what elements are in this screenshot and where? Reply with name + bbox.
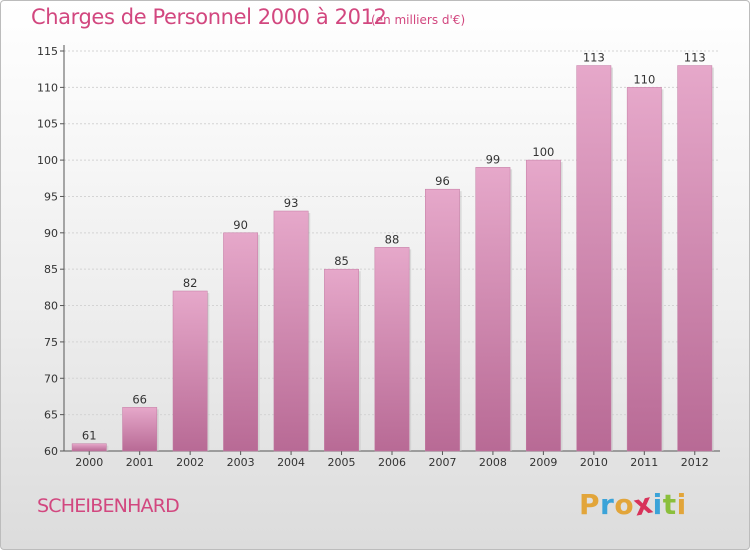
bar-2012 — [677, 65, 713, 452]
x-tick-label-2000: 2000 — [75, 456, 103, 469]
logo-letter: P — [579, 488, 601, 521]
chart-subtitle: (en milliers d'€) — [371, 13, 466, 27]
x-tick-label-2003: 2003 — [227, 456, 255, 469]
x-tick-label-2005: 2005 — [328, 456, 356, 469]
x-tick-label-2002: 2002 — [176, 456, 204, 469]
y-tick-label: 60 — [44, 445, 58, 458]
y-tick-label: 75 — [44, 336, 58, 349]
bar-2004 — [273, 210, 309, 452]
data-label-2010: 113 — [583, 51, 605, 65]
bar-2002 — [172, 290, 208, 452]
logo-letter: i — [652, 488, 663, 521]
x-tick-label-2004: 2004 — [277, 456, 305, 469]
data-label-2002: 82 — [183, 276, 198, 290]
logo-letter: t — [662, 488, 677, 521]
data-label-2006: 88 — [385, 232, 400, 246]
bar-2011 — [626, 87, 662, 452]
logo-letter: o — [614, 488, 635, 521]
y-tick-label: 105 — [37, 118, 58, 131]
bar-2003 — [223, 232, 259, 452]
bar-2010 — [576, 65, 612, 452]
y-tick-label: 85 — [44, 263, 58, 276]
y-tick-label: 90 — [44, 227, 58, 240]
chart-title: Charges de Personnel 2000 à 2012 — [31, 5, 387, 29]
commune-name: SCHEIBENHARD — [37, 495, 180, 517]
logo-letter: i — [676, 488, 687, 521]
bar-2000 — [71, 443, 107, 452]
bars — [71, 65, 714, 452]
bar-2009 — [525, 159, 561, 452]
x-tick-label-2007: 2007 — [428, 456, 456, 469]
bar-2005 — [324, 268, 359, 452]
bar-2006 — [374, 247, 410, 452]
x-tick-label-2010: 2010 — [580, 456, 608, 469]
axes: 60 65 70 75 80 85 90 95 100 105 110 115 2000 2001 2002… — [37, 45, 720, 469]
data-label-2011: 110 — [633, 72, 655, 86]
logo-letter: r — [600, 488, 615, 521]
bar-2008 — [475, 167, 511, 452]
data-label-2004: 93 — [284, 196, 299, 210]
bar-2007 — [425, 188, 460, 452]
data-label-2000: 61 — [82, 429, 97, 443]
y-tick-label: 115 — [37, 45, 58, 58]
x-tick-label-2011: 2011 — [630, 456, 658, 469]
data-label-2001: 66 — [132, 392, 147, 406]
y-tick-label: 65 — [44, 409, 58, 422]
proxiti-logo: Proxiti — [579, 486, 687, 522]
labels: 61 66 82 90 93 85 88 96 99 100 113 110 113 — [82, 51, 706, 443]
y-tick-label: 70 — [44, 372, 58, 385]
data-label-2003: 90 — [233, 218, 248, 232]
x-tick-label-2006: 2006 — [378, 456, 406, 469]
data-label-2012: 113 — [684, 51, 706, 65]
y-tick-label: 110 — [37, 81, 58, 94]
x-tick-label-2001: 2001 — [126, 456, 154, 469]
data-label-2007: 96 — [435, 174, 450, 188]
y-tick-label: 95 — [44, 190, 58, 203]
y-tick-label: 80 — [44, 300, 58, 313]
y-tick-label: 100 — [37, 154, 58, 167]
data-label-2008: 99 — [486, 152, 501, 166]
x-tick-label-2008: 2008 — [479, 456, 507, 469]
data-label-2005: 85 — [334, 254, 349, 268]
bar-2001 — [122, 407, 158, 452]
x-tick-label-2012: 2012 — [681, 456, 709, 469]
x-tick-label-2009: 2009 — [529, 456, 557, 469]
data-label-2009: 100 — [532, 145, 554, 159]
